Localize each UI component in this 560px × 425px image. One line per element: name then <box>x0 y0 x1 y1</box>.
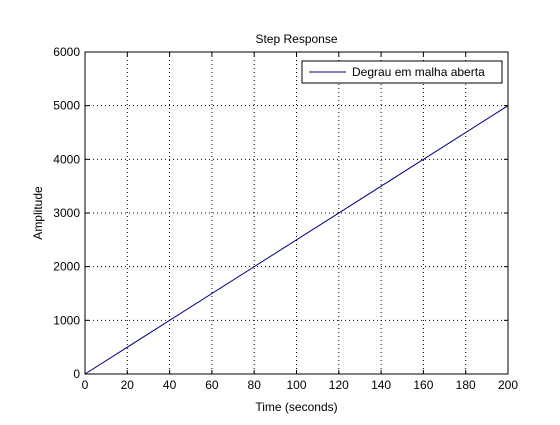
y-tick-label: 6000 <box>53 45 80 59</box>
legend: Degrau em malha aberta <box>301 60 503 84</box>
ticks: 0 20 40 60 80 100 120 140 160 180 2000100020003000… <box>53 45 518 392</box>
x-tick-label: 20 <box>121 378 135 392</box>
x-tick-label: 60 <box>205 378 219 392</box>
grid <box>85 52 508 374</box>
y-tick-label: 1000 <box>53 313 80 327</box>
y-axis-label: Amplitude <box>31 186 45 240</box>
x-tick-label: 40 <box>163 378 177 392</box>
x-tick-label: 140 <box>371 378 391 392</box>
y-tick-label: 5000 <box>53 99 80 113</box>
y-tick-label: 3000 <box>53 206 80 220</box>
x-tick-label: 200 <box>498 378 518 392</box>
y-tick-label: 0 <box>73 367 80 381</box>
chart-title: Step Response <box>255 32 337 46</box>
series-layer <box>84 105 509 375</box>
series-line <box>84 105 509 375</box>
x-tick-label: 120 <box>329 378 349 392</box>
y-tick-label: 4000 <box>53 152 80 166</box>
x-axis-label: Time (seconds) <box>255 400 337 414</box>
x-tick-label: 100 <box>286 378 306 392</box>
legend-box <box>301 60 503 84</box>
x-tick-label: 180 <box>456 378 476 392</box>
x-tick-label: 160 <box>413 378 433 392</box>
x-tick-label: 80 <box>248 378 262 392</box>
x-tick-label: 0 <box>82 378 89 392</box>
y-tick-label: 2000 <box>53 260 80 274</box>
legend-entry-label: Degrau em malha aberta <box>352 65 485 79</box>
